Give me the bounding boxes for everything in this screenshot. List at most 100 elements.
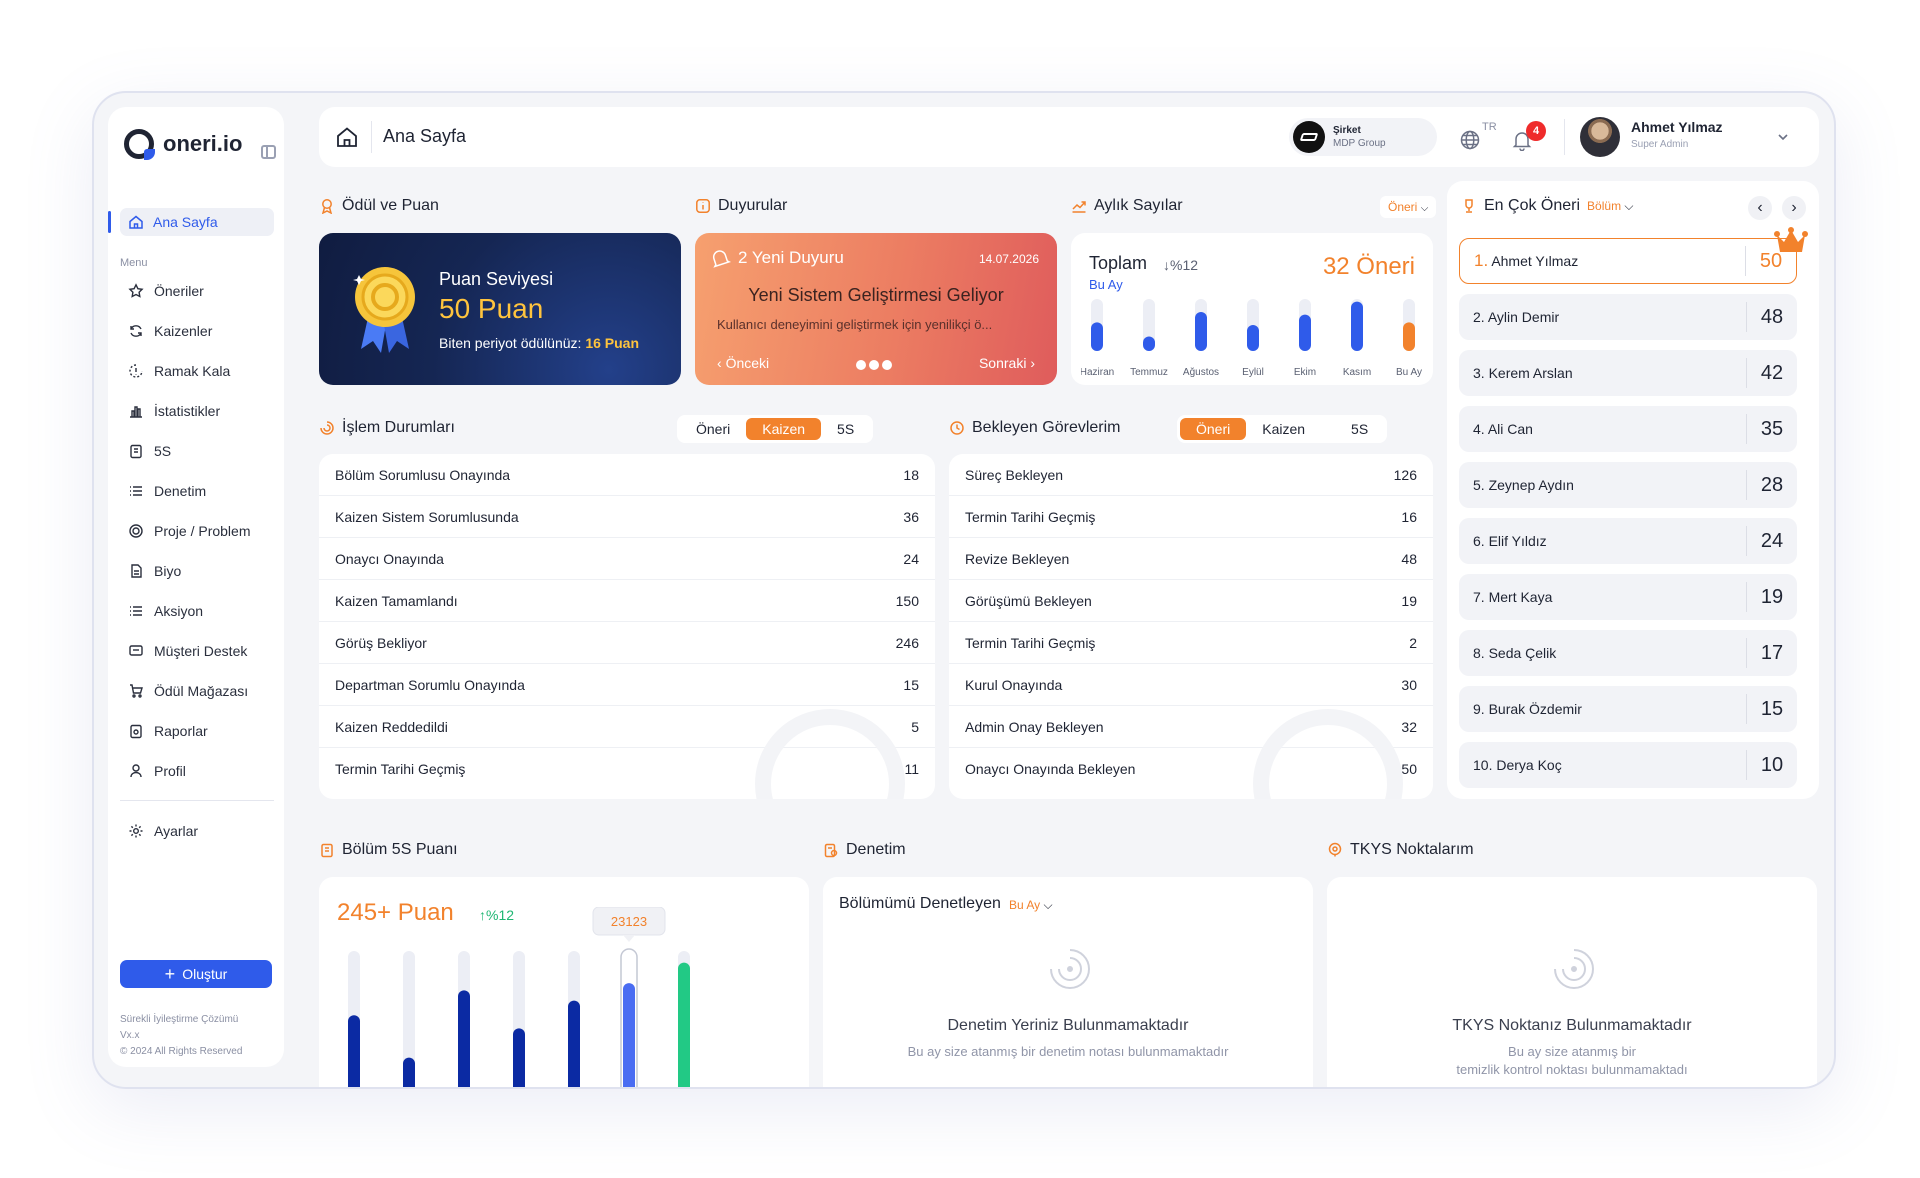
leaderboard-entry: 1. Ahmet Yılmaz xyxy=(1460,251,1745,271)
table-row[interactable]: Kaizen Reddedildi 5 xyxy=(319,706,935,748)
empty-state-icon xyxy=(1554,949,1594,989)
logo[interactable]: oneri.io xyxy=(124,129,242,160)
leaderboard-next-button[interactable]: › xyxy=(1782,196,1806,220)
table-row[interactable]: Kaizen Tamamlandı 150 xyxy=(319,580,935,622)
avatar[interactable] xyxy=(1580,117,1620,157)
sidebar-item-musteri-destek[interactable]: Müşteri Destek xyxy=(120,631,274,671)
table-row[interactable]: Görüş Bekliyor 246 xyxy=(319,622,935,664)
leaderboard-row[interactable]: 3. Kerem Arslan 42 xyxy=(1459,350,1797,396)
announcement-prev-button[interactable]: ‹ Önceki xyxy=(717,355,769,371)
user-name[interactable]: Ahmet Yılmaz xyxy=(1631,119,1723,135)
leaderboard-name: Mert Kaya xyxy=(1488,589,1553,605)
bar xyxy=(1091,322,1103,351)
row-value: 246 xyxy=(895,634,919,651)
table-row[interactable]: Termin Tarihi Geçmiş 16 xyxy=(949,496,1433,538)
sidebar-item-raporlar[interactable]: Raporlar xyxy=(120,711,274,751)
audit-filter[interactable]: Bu Ay ⌵ xyxy=(1009,898,1053,913)
sidebar-item-proje[interactable]: Proje / Problem xyxy=(120,511,274,551)
table-row[interactable]: Departman Sorumlu Onayında 15 xyxy=(319,664,935,706)
tab-kaizen[interactable]: Kaizen xyxy=(1262,421,1306,437)
sidebar-item-ayarlar[interactable]: Ayarlar xyxy=(120,811,274,851)
chevron-down-icon[interactable] xyxy=(1777,131,1789,143)
leaderboard-separator xyxy=(1746,470,1747,500)
list-icon xyxy=(128,603,144,619)
leaderboard-row[interactable]: 1. Ahmet Yılmaz 50 xyxy=(1459,238,1797,284)
badge-icon xyxy=(319,198,335,214)
company-key: Şirket xyxy=(1333,125,1361,136)
carousel-dot[interactable] xyxy=(882,360,892,370)
tab-oneri[interactable]: Öneri xyxy=(696,421,731,437)
page-title: Ana Sayfa xyxy=(383,126,467,146)
monthly-card: Toplam ↓%12 Bu Ay 32 Öneri Haziran Temmuz… xyxy=(1071,233,1433,385)
refresh-icon xyxy=(128,323,144,339)
leaderboard-row[interactable]: 2. Aylin Demir 48 xyxy=(1459,294,1797,340)
leaderboard-row[interactable]: 8. Seda Çelik 17 xyxy=(1459,630,1797,676)
sidebar-collapse-icon[interactable] xyxy=(261,145,276,159)
leaderboard-row[interactable]: 7. Mert Kaya 19 xyxy=(1459,574,1797,620)
carousel-dot[interactable] xyxy=(856,360,866,370)
leaderboard-row[interactable]: 9. Burak Özdemir 15 xyxy=(1459,686,1797,732)
sidebar-item-profil[interactable]: Profil xyxy=(120,751,274,791)
tab-oneri[interactable]: Öneri xyxy=(1180,418,1247,440)
language-code[interactable]: TR xyxy=(1482,121,1497,133)
bar xyxy=(1143,336,1155,351)
sidebar-item-istatistikler[interactable]: İstatistikler xyxy=(120,391,274,431)
monthly-change: ↓%12 xyxy=(1163,257,1198,273)
tab-5s[interactable]: 5S xyxy=(1351,421,1369,437)
carousel-dot[interactable] xyxy=(869,360,879,370)
leaderboard-filter[interactable]: Bölüm ⌵ xyxy=(1587,199,1633,214)
audit-icon xyxy=(823,842,839,858)
table-row[interactable]: Termin Tarihi Geçmiş 2 xyxy=(949,622,1433,664)
sidebar-item-5s[interactable]: 5S xyxy=(120,431,274,471)
gear-icon xyxy=(128,823,144,839)
tab-kaizen[interactable]: Kaizen xyxy=(746,418,822,440)
x-tick-label: Ağustos xyxy=(1183,367,1219,378)
carousel-dots[interactable] xyxy=(856,360,892,370)
create-button[interactable]: + Oluştur xyxy=(120,960,272,988)
home-icon[interactable] xyxy=(335,125,359,149)
monthly-filter-select[interactable]: Öneri ⌵ xyxy=(1380,196,1437,218)
bar xyxy=(458,990,470,1087)
table-row[interactable]: Admin Onay Bekleyen 32 xyxy=(949,706,1433,748)
announcement-body: Kullanıcı deneyimini geliştirmek için ye… xyxy=(717,317,993,332)
score5s-heading-text: Bölüm 5S Puanı xyxy=(342,841,458,858)
sidebar-item-label: 5S xyxy=(154,443,172,459)
table-row[interactable]: Süreç Bekleyen 126 xyxy=(949,454,1433,496)
home-icon xyxy=(128,214,144,230)
row-label: Görüşümü Bekleyen xyxy=(965,592,1092,609)
row-value: 150 xyxy=(895,592,919,609)
leaderboard-prev-button[interactable]: ‹ xyxy=(1748,196,1772,220)
leaderboard-row[interactable]: 10. Derya Koç 10 xyxy=(1459,742,1797,788)
leaderboard-row[interactable]: 5. Zeynep Aydın 28 xyxy=(1459,462,1797,508)
sidebar-item-aksiyon[interactable]: Aksiyon xyxy=(120,591,274,631)
row-value: 2 xyxy=(1409,634,1417,651)
company-selector[interactable]: Şirket MDP Group xyxy=(1289,118,1437,156)
sidebar-item-label: Raporlar xyxy=(154,723,208,739)
sidebar-item-ramak-kala[interactable]: Ramak Kala xyxy=(120,351,274,391)
leaderboard-row[interactable]: 4. Ali Can 35 xyxy=(1459,406,1797,452)
announcement-next-button[interactable]: Sonraki › xyxy=(979,355,1035,371)
create-button-label: Oluştur xyxy=(182,966,228,982)
table-row[interactable]: Kaizen Sistem Sorumlusunda 36 xyxy=(319,496,935,538)
sidebar-item-odul-magazasi[interactable]: Ödül Mağazası xyxy=(120,671,274,711)
sidebar-item-oneriler[interactable]: Öneriler xyxy=(120,271,274,311)
globe-icon[interactable] xyxy=(1459,129,1481,151)
table-row[interactable]: Termin Tarihi Geçmiş 11 xyxy=(319,748,935,790)
table-row[interactable]: Görüşümü Bekleyen 19 xyxy=(949,580,1433,622)
table-row[interactable]: Bölüm Sorumlusu Onayında 18 xyxy=(319,454,935,496)
row-label: Admin Onay Bekleyen xyxy=(965,718,1104,735)
table-row[interactable]: Onaycı Onayında 24 xyxy=(319,538,935,580)
leaderboard-row[interactable]: 6. Elif Yıldız 24 xyxy=(1459,518,1797,564)
tab-5s[interactable]: 5S xyxy=(837,421,855,437)
bell-icon[interactable] xyxy=(1511,129,1533,151)
table-row[interactable]: Revize Bekleyen 48 xyxy=(949,538,1433,580)
sidebar-item-denetim[interactable]: Denetim xyxy=(120,471,274,511)
sidebar-item-biyo[interactable]: Biyo xyxy=(120,551,274,591)
sidebar-item-home[interactable]: Ana Sayfa xyxy=(120,208,274,236)
clock-icon xyxy=(949,420,965,436)
table-row[interactable]: Kurul Onayında 30 xyxy=(949,664,1433,706)
announcement-title[interactable]: Yeni Sistem Geliştirmesi Geliyor xyxy=(748,285,1004,305)
sidebar-item-kaizenler[interactable]: Kaizenler xyxy=(120,311,274,351)
pending-tasks-heading-text: Bekleyen Görevlerim xyxy=(972,419,1121,436)
leaderboard-rank: 3. xyxy=(1473,365,1485,381)
